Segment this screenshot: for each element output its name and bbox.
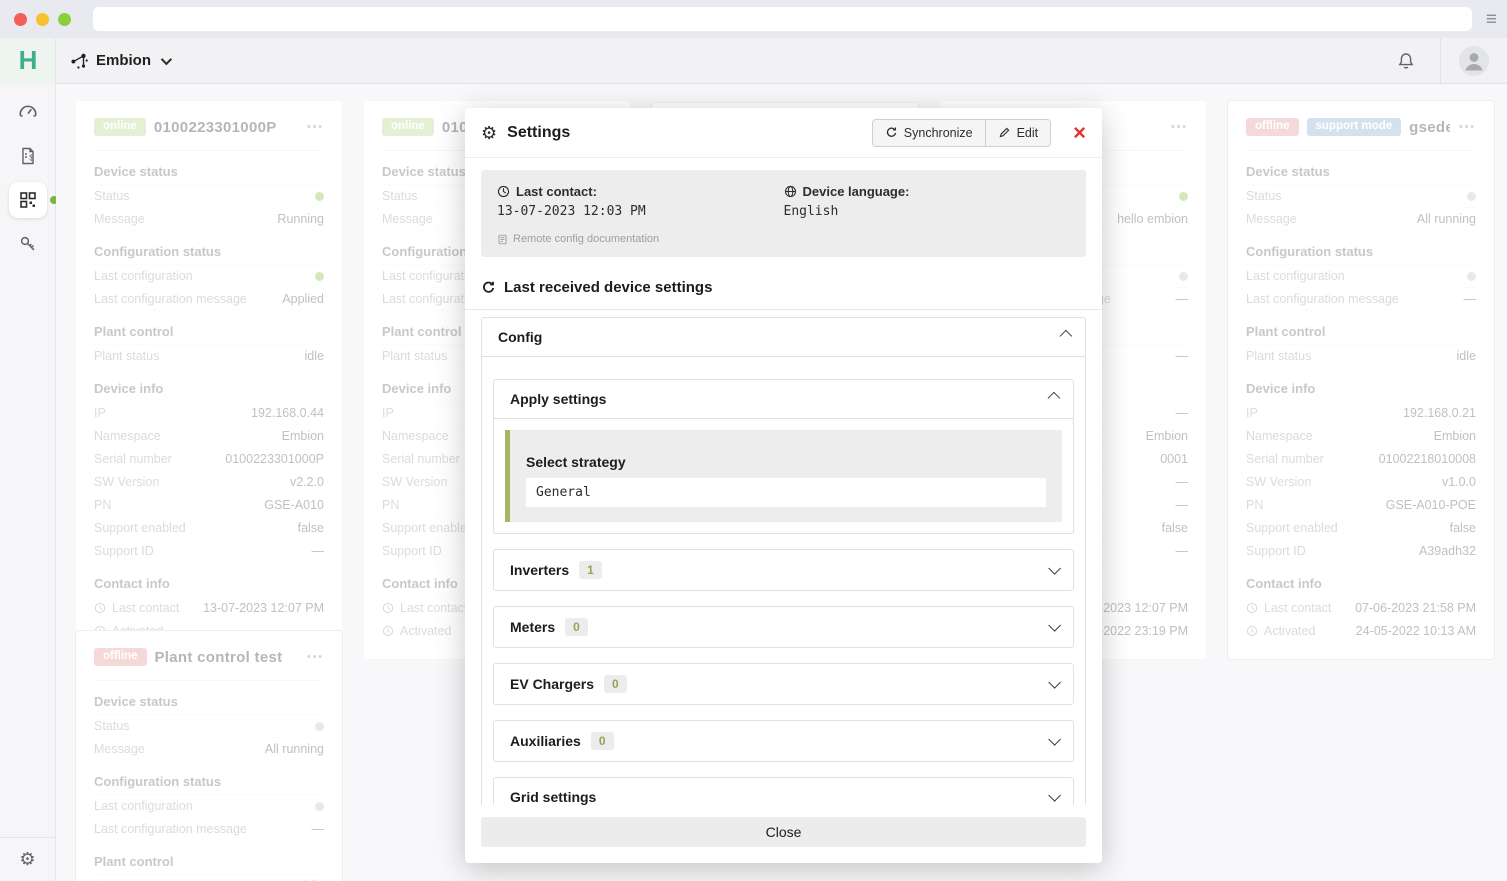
strategy-block: Select strategy General <box>505 430 1062 522</box>
panel-header-inverters[interactable]: Inverters 1 <box>494 550 1073 590</box>
modal-title: Settings <box>507 123 571 141</box>
settings-gear-icon: ⚙ <box>481 122 498 143</box>
panel-meters: Meters 0 <box>493 606 1074 648</box>
notifications-button[interactable] <box>1371 37 1441 84</box>
panel-ev-chargers: EV Chargers 0 <box>493 663 1074 705</box>
browser-chrome: ≡ <box>0 0 1507 38</box>
network-icon <box>70 52 88 70</box>
app-logo[interactable]: H <box>0 37 56 84</box>
chevron-down-icon <box>1048 561 1061 575</box>
dashboard-icon <box>17 101 39 123</box>
close-icon[interactable]: × <box>1073 119 1086 145</box>
close-window-button[interactable] <box>14 12 27 26</box>
chevron-down-icon <box>1048 732 1061 746</box>
panel-header-meters[interactable]: Meters 0 <box>494 607 1073 647</box>
chevron-down-icon <box>1048 618 1061 632</box>
panel-grid-settings: Grid settings <box>493 777 1074 805</box>
device-language-value: English <box>783 204 839 219</box>
logo-letter: H <box>18 45 38 75</box>
modal-body: Last contact: 13-07-2023 12:03 PM Remote… <box>465 158 1102 805</box>
config-panel-title: Config <box>498 329 543 345</box>
chevron-up-icon <box>1059 329 1073 342</box>
sidebar: $ ⚙ <box>0 84 58 881</box>
app-header: H Embion <box>0 37 1507 84</box>
avatar <box>1458 45 1490 77</box>
refresh-icon <box>481 280 496 295</box>
count-badge: 0 <box>565 618 588 636</box>
panel-auxiliaries: Auxiliaries 0 <box>493 720 1074 762</box>
edit-label: Edit <box>1016 125 1039 140</box>
synchronize-button[interactable]: Synchronize <box>872 119 985 146</box>
clock-icon <box>497 185 510 198</box>
panel-title: Auxiliaries 0 <box>510 732 614 750</box>
pencil-icon <box>998 126 1011 139</box>
chevron-down-icon <box>1048 675 1061 689</box>
chevron-down-icon <box>1048 788 1061 802</box>
window-controls <box>14 12 71 26</box>
refresh-icon <box>885 126 898 139</box>
url-bar[interactable] <box>93 7 1472 31</box>
panel-title: EV Chargers 0 <box>510 675 627 693</box>
globe-icon <box>784 185 797 198</box>
org-selector[interactable]: Embion <box>70 52 173 70</box>
edit-button[interactable]: Edit <box>984 119 1051 146</box>
gear-icon: ⚙ <box>19 849 36 869</box>
active-indicator-dot <box>49 196 58 204</box>
panel-header-ev-chargers[interactable]: EV Chargers 0 <box>494 664 1073 704</box>
chevron-down-icon <box>160 53 173 65</box>
billing-icon: $ <box>18 146 38 166</box>
document-icon <box>497 234 508 245</box>
sidebar-item-dashboard[interactable] <box>9 94 47 130</box>
settings-modal: ⚙ Settings Synchronize Edit × <box>465 108 1102 863</box>
device-info-box: Last contact: 13-07-2023 12:03 PM Remote… <box>481 170 1086 257</box>
device-language-label: Device language: <box>802 184 910 199</box>
panel-title: Grid settings <box>510 789 597 805</box>
svg-text:$: $ <box>29 154 34 163</box>
close-button[interactable]: Close <box>481 817 1086 847</box>
select-strategy-label: Select strategy <box>526 454 626 470</box>
panel-inverters: Inverters 1 <box>493 549 1074 591</box>
config-panel: Config Apply settings Select strategy Ge… <box>481 317 1086 805</box>
count-badge: 1 <box>579 561 602 579</box>
doc-link-label: Remote config documentation <box>513 233 660 245</box>
last-contact-value: 13-07-2023 12:03 PM <box>497 204 646 219</box>
minimize-window-button[interactable] <box>36 12 49 26</box>
modal-footer: Close <box>465 805 1102 863</box>
count-badge: 0 <box>604 675 627 693</box>
panel-title: Inverters 1 <box>510 561 602 579</box>
browser-menu-icon[interactable]: ≡ <box>1485 8 1497 30</box>
modal-header: ⚙ Settings Synchronize Edit × <box>465 108 1102 158</box>
qr-devices-icon <box>18 190 38 210</box>
sidebar-item-settings[interactable]: ⚙ <box>0 837 55 881</box>
chevron-up-icon <box>1047 391 1061 404</box>
sidebar-item-billing[interactable]: $ <box>9 138 47 174</box>
apply-settings-title: Apply settings <box>510 391 607 407</box>
apply-settings-header[interactable]: Apply settings <box>494 380 1073 418</box>
key-icon <box>18 234 38 254</box>
sidebar-item-devices[interactable] <box>8 182 58 218</box>
user-menu[interactable] <box>1441 38 1507 84</box>
panel-title: Meters 0 <box>510 618 588 636</box>
org-name: Embion <box>96 52 151 69</box>
remote-config-doc-link[interactable]: Remote config documentation <box>497 233 784 245</box>
maximize-window-button[interactable] <box>58 12 71 26</box>
panel-header-grid-settings[interactable]: Grid settings <box>494 778 1073 805</box>
count-badge: 0 <box>590 732 614 750</box>
synchronize-label: Synchronize <box>903 125 973 140</box>
sidebar-item-access[interactable] <box>9 226 47 262</box>
config-panel-header[interactable]: Config <box>482 318 1085 356</box>
bell-icon <box>1396 51 1416 71</box>
strategy-value-field[interactable]: General <box>526 478 1046 507</box>
last-contact-label: Last contact: <box>516 184 597 199</box>
apply-settings-panel: Apply settings Select strategy General <box>493 379 1074 534</box>
panel-header-auxiliaries[interactable]: Auxiliaries 0 <box>494 721 1073 761</box>
last-received-settings-heading: Last received device settings <box>481 279 1086 296</box>
